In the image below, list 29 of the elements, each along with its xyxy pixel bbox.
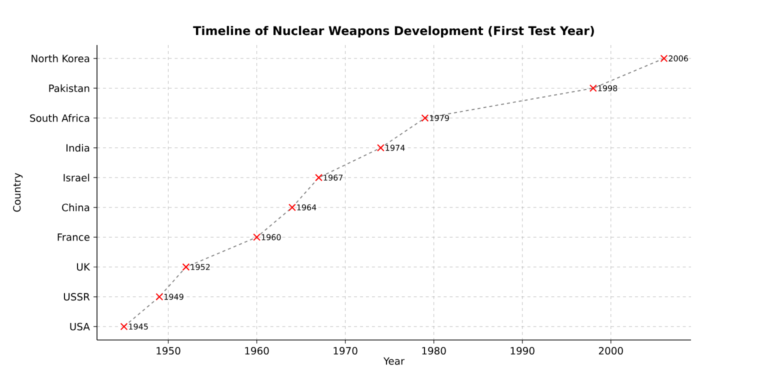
- point: [376, 144, 384, 152]
- y-tick-label: France: [58, 233, 90, 241]
- x-tick-label: 1990: [510, 347, 534, 355]
- y-tick-label: UK: [77, 263, 90, 271]
- y-tick-label: Pakistan: [49, 84, 90, 92]
- point: [253, 233, 261, 241]
- y-axis-title: Country: [13, 173, 23, 212]
- point: [421, 114, 429, 122]
- y-tick-label: Israel: [64, 174, 90, 182]
- point: [120, 322, 128, 330]
- y-tick-label: North Korea: [32, 54, 90, 62]
- point: [182, 263, 190, 271]
- y-tick-label: USA: [70, 322, 90, 330]
- x-tick-label: 1950: [156, 347, 180, 355]
- point: [589, 84, 597, 92]
- point: [156, 293, 164, 301]
- x-axis-title: Year: [383, 357, 405, 365]
- x-tick-label: 1980: [422, 347, 446, 355]
- x-tick-label: 1970: [334, 347, 358, 355]
- y-tick-label: South Africa: [30, 114, 90, 122]
- point: [288, 204, 296, 212]
- y-tick-label: India: [66, 144, 90, 152]
- point: [315, 174, 322, 182]
- y-tick-label: China: [62, 204, 90, 212]
- chart-title: Timeline of Nuclear Weapons Development (First Test Year): [193, 26, 594, 38]
- y-tick-label: USSR: [64, 293, 90, 301]
- x-tick-label: 2000: [598, 347, 623, 355]
- x-tick-label: 1960: [245, 347, 269, 355]
- point: [660, 54, 668, 62]
